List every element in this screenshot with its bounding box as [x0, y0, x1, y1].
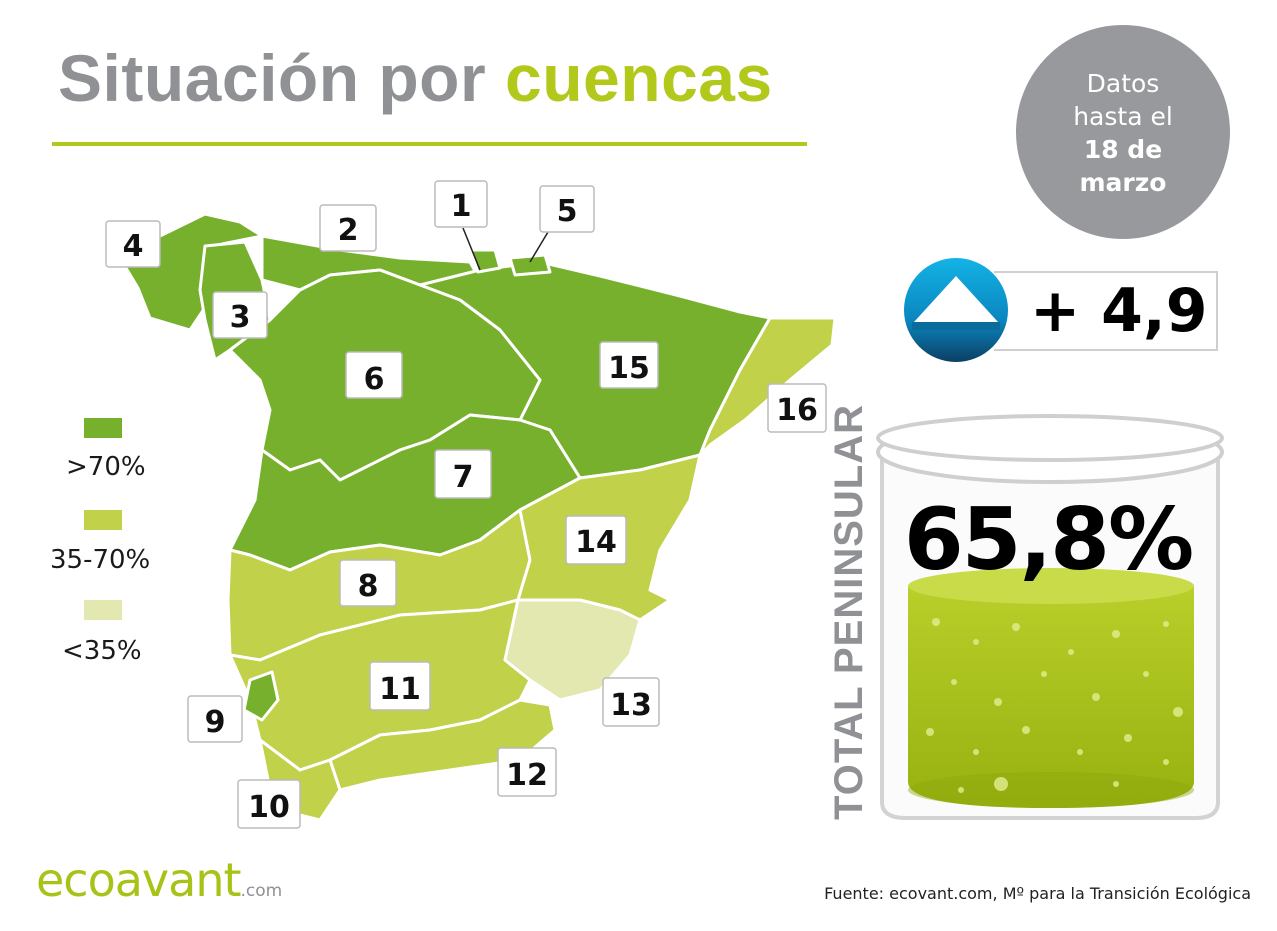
basin-region-1	[468, 248, 502, 274]
basin-number-13: 13	[610, 688, 652, 723]
ecoavant-logo[interactable]: ecoavant.com	[36, 853, 282, 907]
title-part-1: Situación por	[58, 41, 487, 115]
basin-label-6: 6	[345, 351, 403, 399]
basin-label-1: 1	[434, 180, 488, 228]
basin-number-15: 15	[608, 351, 650, 386]
basin-label-15: 15	[599, 341, 659, 389]
basin-labels: 1 2 3 4 5 6 7 8 9 10 11 12 13 14 15 16	[105, 180, 827, 829]
date-line-3: 18 de	[1083, 135, 1163, 164]
basin-number-6: 6	[364, 362, 385, 397]
basin-region-12	[328, 698, 557, 792]
date-line-1: Datos	[1086, 69, 1160, 98]
liquid-fill	[908, 586, 1194, 808]
basin-number-14: 14	[575, 525, 617, 560]
basin-number-5: 5	[557, 194, 578, 229]
basin-label-12: 12	[497, 747, 557, 797]
legend-swatch-mid	[84, 510, 122, 530]
source-note: Fuente: ecovant.com, Mº para la Transici…	[824, 884, 1251, 903]
basin-label-14: 14	[565, 515, 627, 565]
basin-region-9	[242, 670, 280, 722]
total-percentage: 65,8%	[903, 490, 1194, 590]
basin-region-5	[508, 253, 552, 277]
basin-number-11: 11	[379, 672, 421, 707]
basin-number-8: 8	[358, 569, 379, 604]
legend-label-mid: 35-70%	[50, 545, 151, 575]
date-line-4: marzo	[1079, 168, 1167, 197]
basin-number-12: 12	[506, 758, 548, 793]
change-box	[994, 271, 1218, 351]
legend-swatch-low	[84, 600, 122, 620]
basin-label-13: 13	[602, 677, 660, 727]
basin-label-10: 10	[237, 779, 301, 829]
basin-number-1: 1	[451, 189, 472, 224]
logo-suffix: .com	[240, 881, 283, 901]
reservoir-jar-icon	[876, 414, 1224, 820]
basin-label-3: 3	[212, 291, 268, 339]
basin-number-3: 3	[230, 300, 251, 335]
legend-swatch-high	[84, 418, 122, 438]
basin-region-13	[503, 598, 642, 702]
basin-number-16: 16	[776, 393, 818, 428]
basin-label-2: 2	[319, 204, 377, 252]
legend-label-high: >70%	[66, 452, 146, 482]
basin-label-16: 16	[767, 383, 827, 433]
date-line-2: hasta el	[1073, 102, 1173, 131]
basin-label-11: 11	[369, 661, 431, 711]
logo-name: ecoavant	[36, 853, 242, 907]
basin-label-8: 8	[339, 559, 397, 607]
title-underline	[52, 142, 807, 146]
date-badge: Datos hasta el 18 de marzo	[1016, 25, 1230, 239]
title-part-2: cuencas	[505, 41, 773, 115]
spain-basins-map: 1 2 3 4 5 6 7 8 9 10 11 12 13 14 15 16	[105, 180, 837, 829]
page-title: Situación por cuencas	[58, 40, 773, 116]
change-value: + 4,9	[1030, 276, 1208, 346]
leader-line-1	[462, 227, 481, 271]
basin-number-7: 7	[453, 460, 474, 495]
basin-label-9: 9	[187, 695, 243, 743]
basin-number-10: 10	[248, 790, 290, 825]
basin-label-7: 7	[434, 449, 492, 499]
basin-number-2: 2	[338, 213, 359, 248]
basin-number-9: 9	[205, 705, 226, 740]
up-arrow-icon	[904, 258, 1008, 362]
basin-number-4: 4	[123, 229, 144, 264]
leader-line-5	[529, 231, 549, 263]
basin-label-5: 5	[539, 185, 595, 233]
legend-label-low: <35%	[62, 636, 142, 666]
basin-label-4: 4	[105, 220, 161, 268]
